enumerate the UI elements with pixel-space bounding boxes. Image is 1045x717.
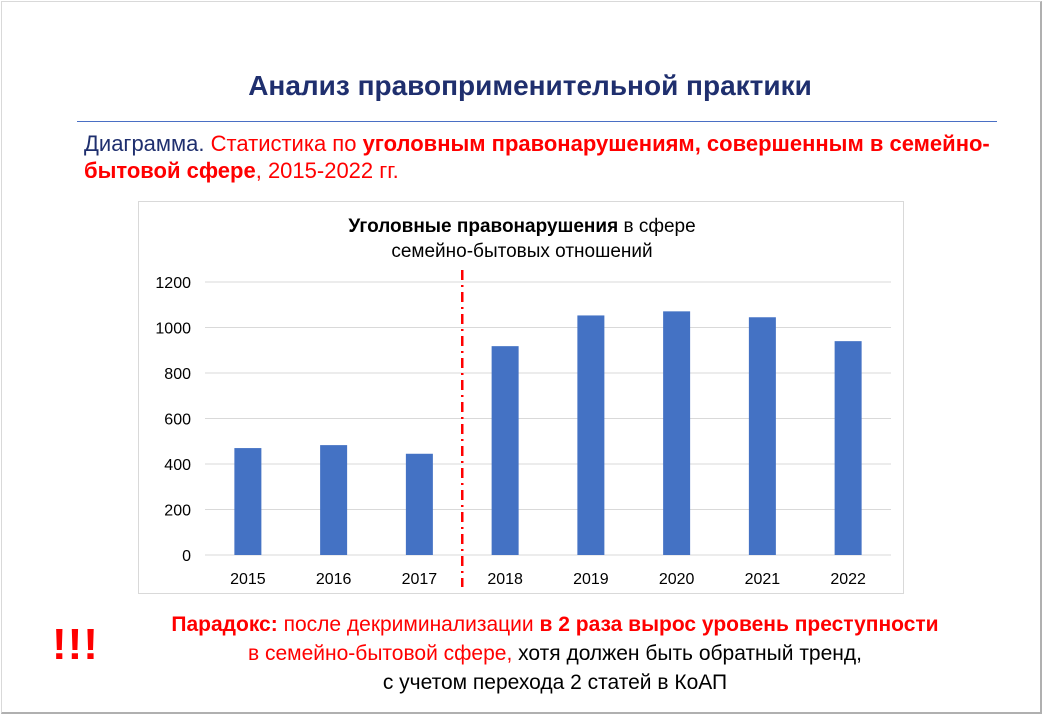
x-tick-label: 2022	[830, 571, 866, 588]
paradox-text-3: хотя должен быть обратный тренд,	[512, 642, 862, 665]
x-tick-label: 2015	[230, 571, 266, 588]
chart-title: Уголовные правонарушения в сфере семейно…	[139, 214, 905, 264]
y-tick-label: 800	[164, 366, 191, 383]
x-tick-label: 2016	[316, 571, 352, 588]
chart-title-bold: Уголовные правонарушения	[348, 216, 619, 237]
paradox-label: Парадокс:	[171, 613, 278, 636]
paradox-text-2: в семейно-бытовой сфере,	[248, 642, 513, 665]
y-tick-label: 0	[182, 548, 191, 565]
bar	[663, 311, 691, 555]
x-tick-label: 2021	[745, 571, 781, 588]
paradox-bold: в 2 раза вырос уровень преступности	[539, 613, 939, 636]
chart-title-line2: семейно-бытовых отношений	[391, 241, 653, 262]
title-divider	[77, 121, 997, 122]
paradox-line-3: с учетом перехода 2 статей в КоАП	[382, 671, 728, 694]
caption-text: Статистика по	[204, 131, 363, 156]
x-tick-label: 2017	[402, 571, 438, 588]
page-title: Анализ правоприменительной практики	[248, 70, 812, 101]
y-tick-label: 1000	[155, 321, 191, 338]
chart-title-rest: в сфере	[618, 216, 696, 237]
x-tick-label: 2020	[659, 571, 695, 588]
bar	[748, 317, 776, 555]
caption-bold: уголовным правонарушениям, совершенным в…	[84, 131, 990, 183]
y-tick-label: 1200	[155, 275, 191, 292]
bar	[234, 448, 262, 555]
y-tick-label: 400	[164, 457, 191, 474]
bar	[577, 315, 605, 555]
warning-exclamation: !!!	[52, 620, 99, 669]
y-tick-label: 200	[164, 503, 191, 520]
bar-chart: 0 200 400 600 800 1000 1200 2015 2016 2017 2018 201…	[155, 270, 891, 588]
bar	[405, 453, 433, 555]
bar	[834, 341, 862, 555]
paradox-note: Парадокс: после декриминализации в 2 раз…	[110, 610, 1000, 697]
paradox-text-1: после декриминализации	[277, 613, 540, 636]
x-tick-label: 2019	[573, 571, 609, 588]
x-tick-label: 2018	[487, 571, 523, 588]
caption-years: , 2015-2022 гг.	[255, 158, 399, 183]
caption-prefix: Диаграмма.	[84, 131, 205, 156]
chart-container: Уголовные правонарушения в сфере семейно…	[138, 201, 904, 594]
chart-caption: Диаграмма. Статистика по уголовным право…	[84, 130, 1004, 184]
bar	[320, 445, 348, 555]
bar	[491, 346, 519, 555]
y-tick-label: 600	[164, 412, 191, 429]
